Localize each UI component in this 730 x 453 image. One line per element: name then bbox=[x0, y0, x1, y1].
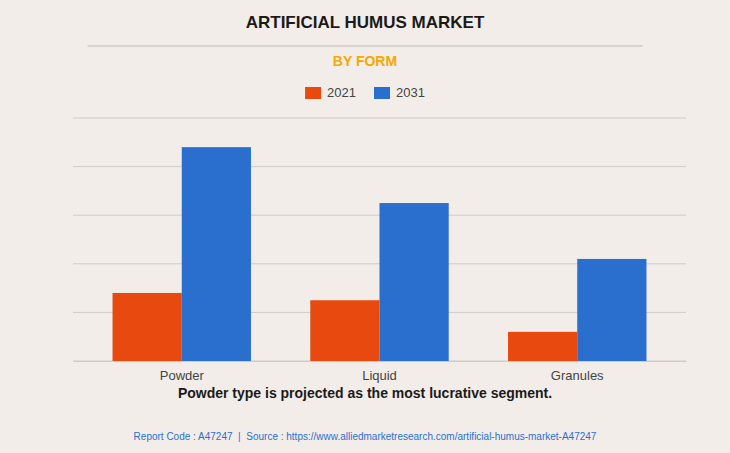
legend-label: 2031 bbox=[396, 85, 425, 100]
grid bbox=[73, 118, 686, 361]
footer: Report Code : A47247 | Source : https://… bbox=[134, 431, 597, 442]
bar bbox=[508, 332, 577, 361]
chart: ARTIFICIAL HUMUS MARKET BY FORM Powder Liqu… bbox=[0, 0, 730, 453]
legend-label: 2021 bbox=[327, 85, 356, 100]
grid-line bbox=[73, 118, 686, 119]
annotation: Powder type is projected as the most luc… bbox=[178, 385, 552, 401]
legend-swatch bbox=[305, 87, 321, 99]
x-tick-label: Liquid bbox=[362, 368, 397, 383]
x-tick: Liquid bbox=[362, 361, 397, 383]
legend-item: 2031 bbox=[374, 85, 425, 100]
bar bbox=[380, 203, 449, 361]
bar bbox=[113, 293, 182, 361]
bar bbox=[310, 300, 379, 361]
x-axis-line bbox=[74, 361, 687, 362]
plot: Powder Liquid Granules bbox=[73, 118, 687, 383]
subtitle: BY FORM bbox=[333, 53, 397, 69]
x-axis: Powder Liquid Granules bbox=[74, 361, 687, 383]
title: ARTIFICIAL HUMUS MARKET bbox=[246, 13, 485, 32]
x-tick-label: Powder bbox=[160, 368, 205, 383]
legend-item: 2021 bbox=[305, 85, 356, 100]
x-tick: Granules bbox=[551, 361, 604, 383]
grid-line bbox=[73, 166, 686, 167]
x-tick-label: Granules bbox=[551, 368, 604, 383]
bar bbox=[182, 147, 251, 361]
bar-series bbox=[182, 147, 647, 361]
background bbox=[0, 0, 730, 453]
bar bbox=[577, 259, 646, 361]
bars bbox=[113, 147, 647, 361]
legend: 2021 2031 bbox=[305, 85, 425, 100]
title-rule bbox=[88, 46, 643, 47]
x-tick: Powder bbox=[160, 361, 205, 383]
legend-swatch bbox=[374, 87, 390, 99]
